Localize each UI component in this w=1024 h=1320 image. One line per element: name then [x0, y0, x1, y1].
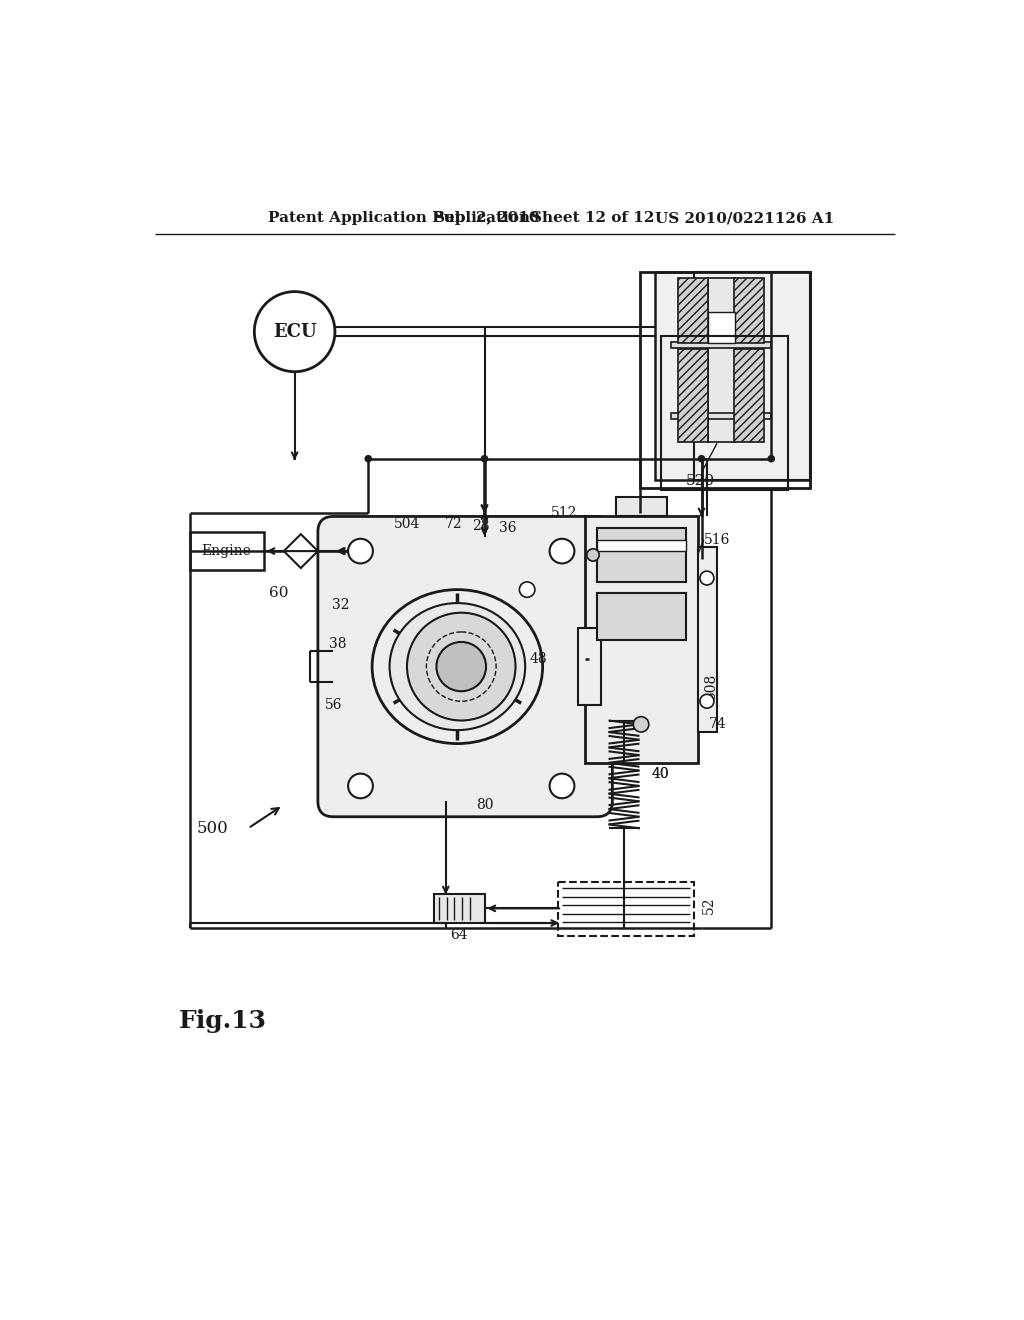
Circle shape: [633, 717, 649, 733]
Circle shape: [519, 582, 535, 597]
Text: 74: 74: [710, 717, 727, 731]
Bar: [655, 272, 810, 480]
Text: 520: 520: [686, 474, 715, 488]
Bar: [597, 594, 686, 640]
Text: Fig.13: Fig.13: [178, 1008, 266, 1032]
Bar: [616, 498, 667, 516]
Text: 38: 38: [329, 636, 346, 651]
Bar: [708, 277, 735, 442]
Bar: [671, 412, 771, 418]
Text: 40: 40: [651, 767, 669, 781]
Text: Sheet 12 of 12: Sheet 12 of 12: [531, 211, 654, 226]
Text: 48: 48: [530, 652, 548, 665]
Text: 504: 504: [394, 517, 420, 531]
Bar: [558, 882, 693, 936]
Bar: [586, 516, 697, 763]
Text: 52: 52: [701, 896, 716, 913]
Bar: [678, 350, 708, 442]
Circle shape: [254, 292, 335, 372]
Circle shape: [348, 539, 373, 564]
FancyBboxPatch shape: [317, 516, 612, 817]
Text: 500: 500: [197, 820, 228, 837]
Bar: [597, 540, 686, 552]
Bar: [734, 350, 764, 442]
Text: Sep. 2, 2010: Sep. 2, 2010: [434, 211, 540, 226]
Circle shape: [348, 774, 373, 799]
Bar: [693, 272, 810, 480]
Circle shape: [407, 612, 515, 721]
Text: 516: 516: [703, 532, 730, 546]
Circle shape: [587, 549, 599, 561]
Text: 508: 508: [703, 673, 718, 700]
Text: 32: 32: [333, 598, 350, 612]
Bar: [434, 894, 484, 923]
Text: 56: 56: [325, 698, 342, 711]
Text: 72: 72: [444, 517, 462, 531]
Ellipse shape: [389, 603, 525, 730]
Circle shape: [768, 455, 774, 462]
Bar: [678, 277, 708, 343]
Text: 60: 60: [269, 586, 289, 599]
Circle shape: [436, 642, 486, 692]
Text: ECU: ECU: [272, 322, 316, 341]
Text: 512: 512: [551, 506, 578, 520]
Bar: [578, 628, 601, 705]
Text: Engine: Engine: [202, 544, 251, 558]
Text: 40: 40: [651, 767, 669, 781]
Circle shape: [550, 774, 574, 799]
Bar: [697, 548, 717, 733]
Bar: [190, 532, 263, 570]
Text: Patent Application Publication: Patent Application Publication: [267, 211, 529, 226]
Circle shape: [700, 694, 714, 708]
Text: US 2010/0221126 A1: US 2010/0221126 A1: [655, 211, 835, 226]
Bar: [597, 528, 686, 582]
Bar: [640, 272, 810, 488]
Bar: [708, 313, 735, 343]
Circle shape: [700, 572, 714, 585]
Text: 80: 80: [476, 799, 494, 812]
Circle shape: [550, 539, 574, 564]
Bar: [671, 342, 771, 348]
Circle shape: [366, 455, 372, 462]
Circle shape: [481, 455, 487, 462]
Bar: [662, 335, 788, 490]
Text: 64: 64: [451, 928, 468, 941]
Text: 28: 28: [472, 519, 489, 533]
Bar: [734, 277, 764, 343]
Circle shape: [698, 455, 705, 462]
Text: 36: 36: [499, 521, 516, 535]
Polygon shape: [284, 535, 317, 568]
